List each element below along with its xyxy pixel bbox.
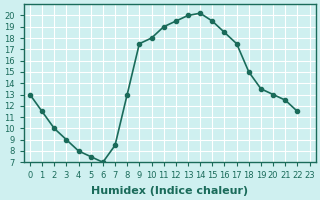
X-axis label: Humidex (Indice chaleur): Humidex (Indice chaleur) [91,186,248,196]
